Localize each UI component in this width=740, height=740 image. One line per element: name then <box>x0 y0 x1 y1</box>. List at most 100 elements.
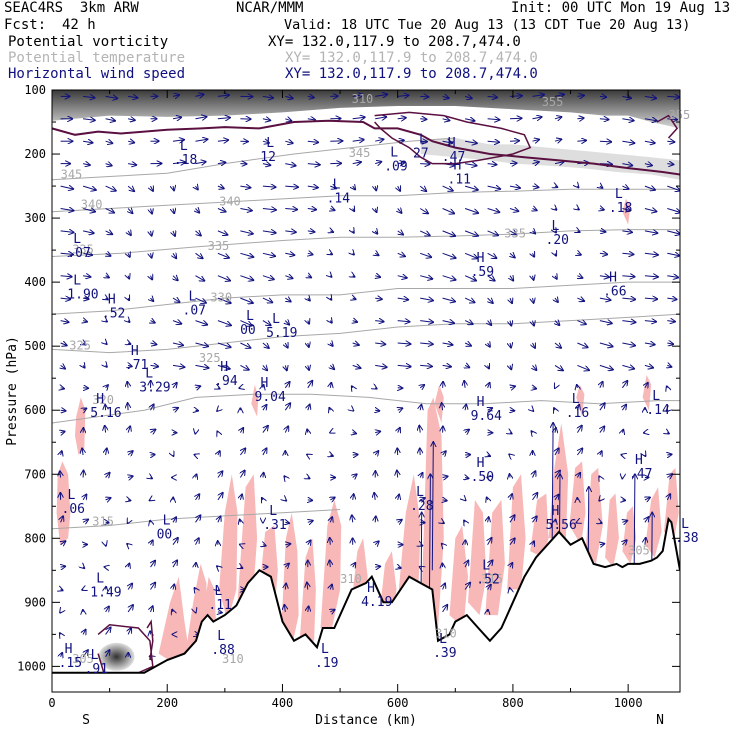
wind-vector <box>218 451 220 455</box>
hl-marker-letter: L <box>68 488 76 503</box>
wind-vector <box>554 139 561 141</box>
wind-vector <box>83 96 95 97</box>
wind-vector <box>644 231 657 233</box>
wind-vector <box>375 298 382 299</box>
wind-vector <box>151 209 153 214</box>
hl-marker-value: .59 <box>471 265 494 280</box>
wind-vector <box>353 253 354 254</box>
wind-vector <box>375 321 383 322</box>
wind-vector <box>533 388 537 389</box>
wind-vector <box>667 494 670 501</box>
wind-vector <box>353 433 356 434</box>
wind-vector <box>577 118 583 119</box>
wind-vector <box>106 276 109 278</box>
wind-vector <box>419 208 428 214</box>
wind-vector <box>284 476 285 477</box>
wind-vector <box>353 494 354 500</box>
x-tick-label: 800 <box>502 696 524 710</box>
wind-vector <box>599 141 611 142</box>
hl-marker-value: 00 <box>240 323 256 338</box>
wind-vector <box>533 253 535 256</box>
hl-marker-value: 3.29 <box>139 380 170 395</box>
wind-vector <box>195 320 208 325</box>
wind-vector <box>195 94 204 96</box>
hl-marker-letter: L <box>96 571 104 586</box>
wind-vector <box>173 383 177 388</box>
wind-vector <box>172 298 180 302</box>
wind-vector <box>172 321 181 324</box>
wind-vector <box>487 164 497 165</box>
hl-marker-letter: H <box>65 642 73 657</box>
wind-vector <box>352 162 361 164</box>
wind-vector <box>128 253 130 256</box>
wind-vector <box>645 383 648 388</box>
wind-vector <box>397 253 405 256</box>
wind-vector <box>83 520 88 523</box>
wind-vector <box>644 298 657 299</box>
wind-vector-updraft <box>432 442 433 571</box>
hl-marker-letter: L <box>439 632 447 647</box>
wind-vector <box>61 566 66 567</box>
wind-vector <box>150 343 157 345</box>
wind-vector <box>217 320 231 326</box>
wind-vector <box>83 119 95 121</box>
wind-vector <box>464 275 476 281</box>
wind-vector <box>555 298 558 302</box>
wind-vector <box>330 276 331 277</box>
pv-contour <box>52 119 680 176</box>
wind-vector <box>240 297 252 303</box>
wind-vector <box>196 538 199 545</box>
pv-fill-region <box>507 474 526 590</box>
wind-vector <box>285 403 290 411</box>
wind-vector <box>375 139 383 141</box>
wind-vector <box>352 386 353 388</box>
hl-marker-value: .52 <box>102 307 125 322</box>
hl-marker-letter: L <box>73 274 81 289</box>
field-name-wind: Horizontal wind speed <box>8 66 186 82</box>
wind-vector <box>128 500 130 501</box>
hl-marker-letter: L <box>681 517 689 532</box>
wind-vector <box>577 364 589 370</box>
x-tick-label: 0 <box>48 696 55 710</box>
hl-marker-value: .20 <box>546 233 569 248</box>
wind-vector <box>577 96 584 97</box>
theta-contour-325 <box>52 313 680 354</box>
wind-vector <box>150 500 151 501</box>
theta-contour-330 <box>52 281 680 315</box>
wind-vector <box>307 583 308 590</box>
wind-vector <box>263 448 267 456</box>
wind-vector <box>151 561 156 568</box>
y-axis-label: Pressure (hPa) <box>5 336 20 446</box>
wind-vector <box>667 231 680 234</box>
hl-marker-value: .11 <box>448 172 471 187</box>
hl-marker-value: .18 <box>609 201 632 216</box>
wind-vector <box>353 474 357 477</box>
wind-vector <box>128 426 130 433</box>
wind-vector <box>510 276 513 281</box>
wind-vector <box>285 298 290 301</box>
wind-vector <box>464 298 474 302</box>
wind-vector <box>172 117 181 119</box>
wind-vector <box>555 495 559 500</box>
wind-vector <box>599 364 613 369</box>
wind-vector <box>464 321 473 325</box>
wind-vector <box>667 433 669 434</box>
wind-vector <box>330 209 334 211</box>
hl-marker-value: .71 <box>125 358 148 373</box>
wind-vector <box>667 298 676 299</box>
wind-vector <box>307 231 315 232</box>
hl-marker-value: .11 <box>208 598 231 613</box>
wind-vector <box>128 209 132 214</box>
theta-label: 355 <box>542 95 564 109</box>
theta-label: 315 <box>481 572 503 586</box>
pv-fill-region <box>645 487 662 558</box>
hl-marker-letter: L <box>572 392 580 407</box>
wind-vector <box>488 517 489 522</box>
hl-marker-letter: L <box>91 648 99 663</box>
wind-vector <box>195 252 203 258</box>
wind-vector <box>262 298 272 302</box>
wind-vector <box>105 141 113 143</box>
wind-vector <box>329 408 330 410</box>
wind-vector <box>510 433 512 434</box>
